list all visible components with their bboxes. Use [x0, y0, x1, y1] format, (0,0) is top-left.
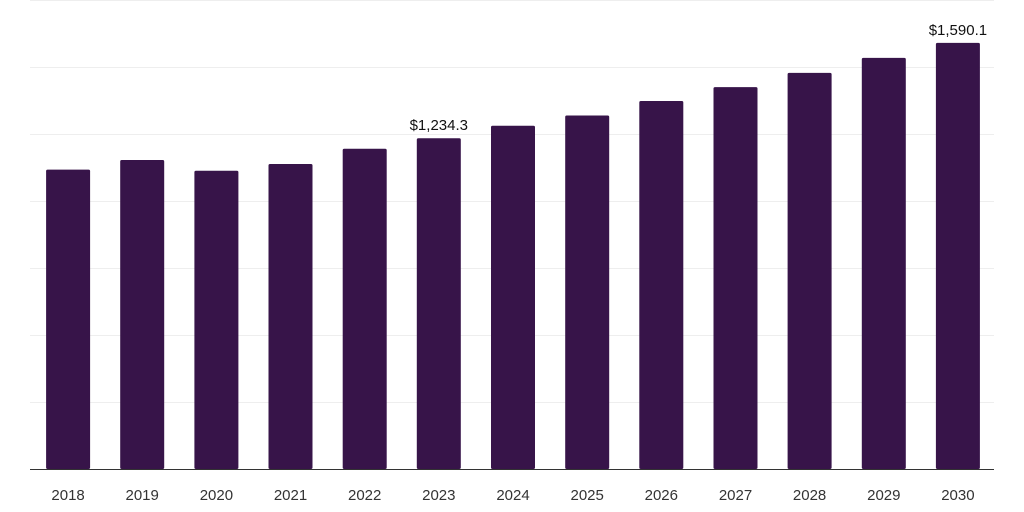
x-tick-label-2027: 2027 — [719, 487, 752, 504]
x-tick-label-2028: 2028 — [793, 487, 826, 504]
data-labels: $1,234.3 $1,590.1 — [410, 22, 987, 134]
bar-2021[interactable] — [268, 164, 313, 469]
bar-2022[interactable] — [342, 148, 387, 469]
x-tick-label-2025: 2025 — [571, 487, 604, 504]
x-tick-label-2023: 2023 — [422, 487, 455, 504]
x-tick-label-2026: 2026 — [645, 487, 678, 504]
x-tick-label-2024: 2024 — [496, 487, 529, 504]
bar-2025[interactable] — [565, 115, 610, 470]
x-tick-label-2019: 2019 — [126, 487, 159, 504]
bar-2030[interactable] — [935, 42, 980, 470]
x-tick-label-2021: 2021 — [274, 487, 307, 504]
bar-2019[interactable] — [120, 160, 165, 469]
bar-2024[interactable] — [491, 125, 535, 469]
x-tick-label-2018: 2018 — [51, 487, 84, 504]
x-tick-label-2030: 2030 — [941, 487, 974, 504]
bar-2018[interactable] — [46, 169, 91, 469]
x-tick-labels: 2018 2019 2020 2021 2022 2023 2024 2025 2026 2027… — [51, 487, 974, 504]
data-label-2030: $1,590.1 — [929, 22, 987, 39]
x-tick-label-2029: 2029 — [867, 487, 900, 504]
bar-2023[interactable] — [416, 138, 461, 469]
x-tick-label-2020: 2020 — [200, 487, 233, 504]
x-tick-label-2022: 2022 — [348, 487, 381, 504]
bar-2028[interactable] — [787, 72, 832, 470]
bar-2020[interactable] — [194, 170, 239, 469]
bar-2026[interactable] — [639, 101, 684, 469]
bar-2027[interactable] — [713, 87, 758, 469]
bars — [46, 42, 980, 470]
bar-2029[interactable] — [861, 57, 906, 470]
data-label-2023: $1,234.3 — [410, 117, 468, 134]
